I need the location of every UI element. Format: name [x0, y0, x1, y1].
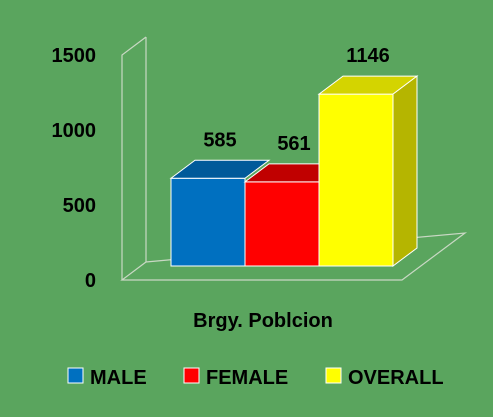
legend-label-overall: OVERALL: [348, 367, 444, 389]
legend-swatch-female: [183, 367, 200, 384]
floor: [120, 232, 468, 281]
x-axis: Brgy. Poblcion: [193, 310, 333, 332]
bar-male-top: [169, 159, 271, 179]
y-tick-label: 1500: [52, 45, 97, 67]
bars: [169, 75, 419, 267]
back-wall-edge: [121, 36, 147, 280]
bar-male-front: [170, 177, 246, 267]
legend-label-male: MALE: [90, 367, 147, 389]
y-tick-label: 500: [63, 195, 96, 217]
y-tick-label: 0: [85, 270, 96, 292]
bar-female-front: [244, 181, 320, 267]
legend-label-female: FEMALE: [206, 367, 288, 389]
chart-walls: [120, 36, 468, 281]
y-tick-label: 1000: [52, 120, 97, 142]
legend-swatch-overall: [325, 367, 342, 384]
legend: MALE FEMALE OVERALL: [67, 367, 444, 389]
x-category-label: Brgy. Poblcion: [193, 310, 333, 332]
data-label-female: 561: [277, 133, 310, 155]
data-label-male: 585: [203, 129, 236, 151]
data-label-overall: 1146: [346, 45, 389, 67]
bar-overall-front: [318, 93, 394, 267]
bar-overall-side: [392, 75, 418, 267]
legend-swatch-male: [67, 367, 84, 384]
data-labels: 585 561 1146: [203, 45, 389, 155]
y-axis: 0 500 1000 1500: [52, 45, 97, 292]
